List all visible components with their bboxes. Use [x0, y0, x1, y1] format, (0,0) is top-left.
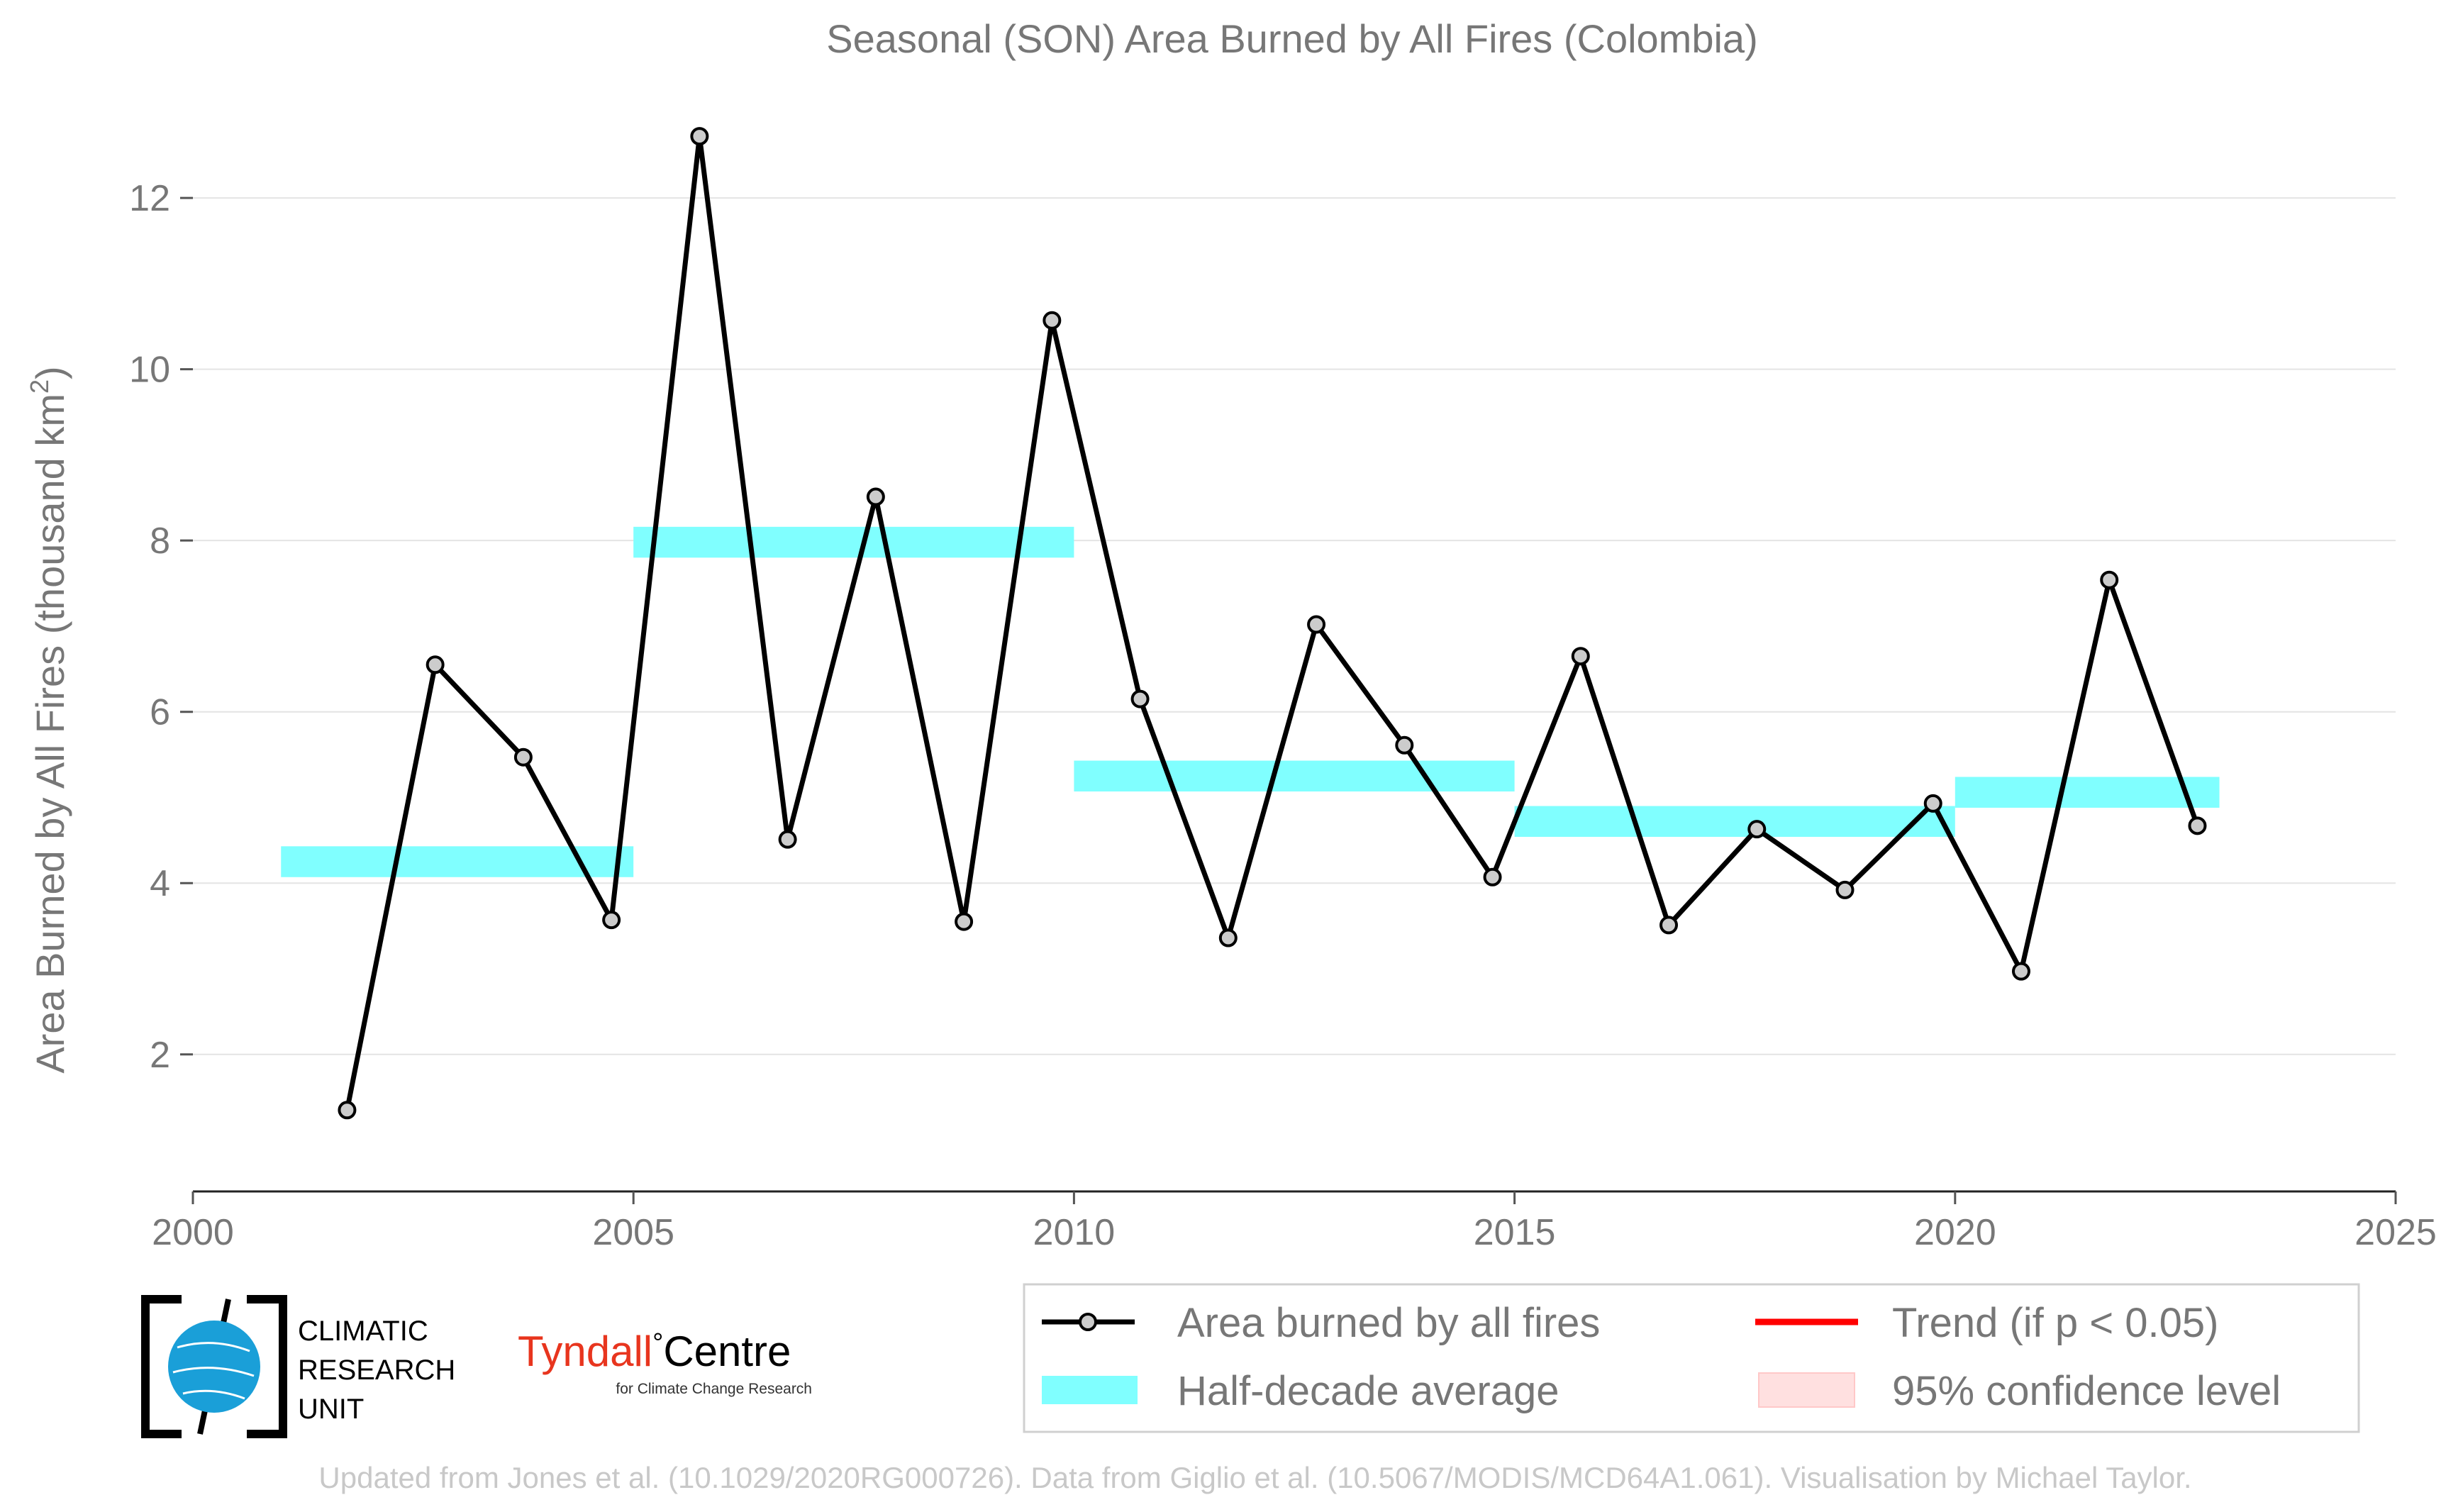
data-point-7 — [955, 912, 974, 931]
cru-logo: CLIMATIC RESEARCH UNIT — [141, 1295, 455, 1438]
y-tick-label-10: 10 — [129, 350, 170, 391]
tyndall-title: Tyndall°Centre — [518, 1328, 791, 1375]
cru-globe-icon — [168, 1321, 260, 1413]
half-decade-band-2 — [1074, 760, 1515, 792]
data-point-6 — [866, 487, 885, 506]
data-point-9 — [1130, 689, 1150, 708]
data-point-11 — [1307, 615, 1326, 634]
legend-box — [1023, 1283, 2360, 1433]
y-tick-label-6: 6 — [150, 692, 170, 733]
y-tick-label-4: 4 — [150, 863, 170, 904]
data-point-0 — [338, 1101, 357, 1120]
data-point-18 — [1923, 794, 1942, 813]
x-tick-label-2015: 2015 — [1474, 1212, 1556, 1253]
half-decade-band-1 — [633, 526, 1074, 558]
legend-label-confidence: 95% confidence level — [1892, 1368, 2281, 1414]
tyndall-centre: Centre — [663, 1328, 791, 1375]
legend-swatch-confidence — [1758, 1372, 1855, 1408]
half-decade-band-4 — [1955, 777, 2220, 808]
x-tick-label-2025: 2025 — [2354, 1212, 2437, 1253]
chart-title: Seasonal (SON) Area Burned by All Fires … — [826, 16, 1757, 61]
half-decade-band-3 — [1514, 806, 1955, 838]
x-tick-label-2000: 2000 — [152, 1212, 234, 1253]
legend-swatch-average — [1042, 1376, 1138, 1404]
data-point-20 — [2100, 570, 2119, 589]
data-point-21 — [2188, 816, 2207, 835]
y-axis-label-superscript: 2 — [25, 379, 54, 394]
y-axis: 2 4 6 8 10 12 — [129, 178, 193, 1076]
legend-label-trend: Trend (if p < 0.05) — [1892, 1300, 2218, 1346]
legend-label-series: Area burned by all fires — [1177, 1300, 1600, 1346]
cru-text-line-1: CLIMATIC — [298, 1316, 428, 1347]
x-tick-label-2005: 2005 — [592, 1212, 674, 1253]
y-tick-label-12: 12 — [129, 178, 170, 219]
cru-text-line-2: RESEARCH — [298, 1355, 455, 1386]
tyndall-subtitle: for Climate Change Research — [616, 1381, 812, 1397]
data-point-1 — [426, 655, 445, 674]
y-tick-label-8: 8 — [150, 521, 170, 562]
data-point-2 — [513, 747, 533, 767]
footer-credit: Updated from Jones et al. (10.1029/2020R… — [318, 1461, 2191, 1494]
cru-globe-lines — [172, 1342, 255, 1400]
x-tick-label-2010: 2010 — [1033, 1212, 1116, 1253]
data-point-4 — [690, 127, 709, 146]
tyndall-main: Tyndall — [518, 1328, 652, 1375]
tyndall-logo: Tyndall°Centre for Climate Change Resear… — [518, 1328, 812, 1397]
data-point-13 — [1483, 867, 1502, 886]
grid-lines — [193, 197, 2396, 1055]
data-point-5 — [778, 830, 797, 849]
data-point-15 — [1659, 916, 1679, 935]
data-point-16 — [1747, 820, 1767, 839]
data-point-10 — [1218, 928, 1238, 947]
legend-swatch-marker — [1079, 1313, 1097, 1331]
tyndall-degree: ° — [652, 1328, 663, 1358]
data-point-17 — [1835, 880, 1855, 899]
data-point-14 — [1571, 647, 1590, 666]
cru-bracket-right — [247, 1295, 287, 1438]
data-point-19 — [2011, 962, 2030, 981]
y-tick-label-2: 2 — [150, 1035, 170, 1076]
y-axis-label: Area Burned by All Fires (thousand km2) — [25, 366, 72, 1073]
data-point-3 — [602, 911, 621, 930]
legend-label-average: Half-decade average — [1177, 1368, 1559, 1414]
y-axis-label-tail: ) — [28, 366, 72, 379]
data-point-12 — [1395, 735, 1414, 755]
legend: Area burned by all fires Trend (if p < 0… — [1023, 1283, 2360, 1433]
y-axis-label-main: Area Burned by All Fires (thousand km — [28, 394, 72, 1074]
data-point-8 — [1043, 311, 1062, 330]
data-series — [338, 127, 2207, 1120]
x-tick-label-2020: 2020 — [1914, 1212, 1996, 1253]
x-axis: 2000 2005 2010 2015 2020 2025 — [152, 1190, 2437, 1253]
half-decade-bands — [281, 526, 2220, 877]
cru-text-line-3: UNIT — [298, 1394, 364, 1425]
cru-bracket-left — [141, 1295, 182, 1438]
series-line — [344, 135, 2200, 1111]
